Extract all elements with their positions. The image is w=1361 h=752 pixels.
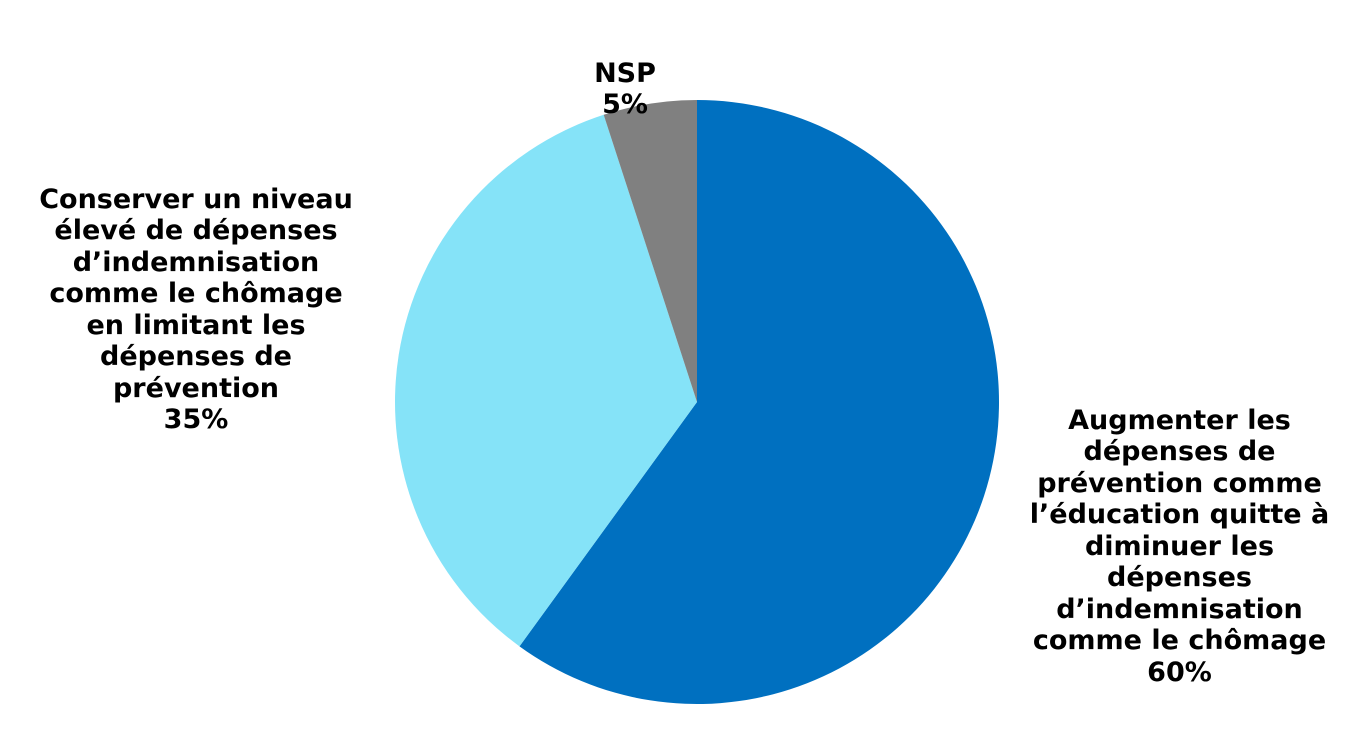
slice-label-nsp: NSP 5%	[560, 26, 690, 152]
slice-label-nsp-text: NSP	[594, 57, 656, 89]
slice-label-conserver: Conserver un niveau élevé de dépenses d’…	[0, 152, 392, 467]
slice-value-nsp: 5%	[602, 89, 648, 120]
slice-label-conserver-text: Conserver un niveau élevé de dépenses d’…	[39, 183, 353, 404]
slice-label-augmenter-text: Augmenter les dépenses de prévention com…	[1029, 404, 1330, 657]
pie-slice-augmenter	[519, 100, 1000, 704]
pie-slice-conserver	[395, 114, 697, 647]
slice-value-augmenter: 60%	[1147, 656, 1212, 688]
pie-slice-nsp	[603, 100, 697, 402]
slice-value-conserver: 35%	[163, 404, 229, 435]
slice-label-augmenter: Augmenter les dépenses de prévention com…	[998, 373, 1361, 720]
